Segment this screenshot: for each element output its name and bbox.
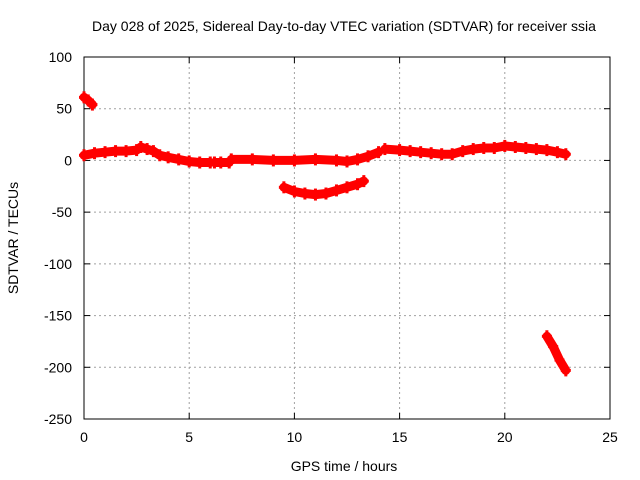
data-point: [142, 143, 153, 156]
data-point: [415, 146, 426, 159]
data-point: [352, 153, 363, 166]
data-point: [560, 148, 571, 161]
y-tick-label: -50: [52, 204, 72, 220]
y-tick-label: -100: [44, 256, 72, 272]
data-point: [135, 140, 146, 153]
data-point: [194, 156, 205, 169]
data-point: [541, 144, 552, 157]
y-tick-label: -250: [44, 411, 72, 427]
data-point: [310, 153, 321, 166]
data-point: [299, 187, 310, 200]
data-point: [310, 188, 321, 201]
data-point: [499, 139, 510, 152]
data-point: [79, 149, 89, 162]
x-tick-label: 0: [80, 429, 88, 445]
plot-frame: [83, 56, 611, 420]
data-point: [268, 154, 279, 167]
x-tick-label: 20: [497, 429, 513, 445]
data-point: [457, 145, 468, 158]
data-point: [468, 143, 479, 156]
x-tick-label: 15: [392, 429, 408, 445]
data-point: [331, 184, 342, 197]
data-point: [394, 144, 405, 157]
data-point: [89, 147, 100, 160]
data-point: [110, 145, 121, 158]
series-layer: [79, 91, 571, 377]
data-point: [184, 155, 195, 168]
y-axis-label: SDTVAR / TECUs: [5, 182, 21, 294]
data-point: [154, 149, 165, 162]
data-point: [478, 142, 489, 155]
y-tick-label: -150: [44, 308, 72, 324]
data-point: [173, 153, 184, 166]
x-tick-label: 10: [287, 429, 303, 445]
data-point: [489, 142, 500, 155]
data-point: [247, 153, 258, 166]
series-segment-7: [542, 331, 571, 375]
data-point: [289, 154, 300, 167]
data-point: [560, 364, 571, 377]
data-point: [100, 146, 111, 159]
x-axis-label: GPS time / hours: [291, 458, 398, 474]
data-point: [510, 140, 521, 153]
data-point: [352, 178, 363, 191]
data-point: [121, 145, 132, 158]
data-point: [363, 150, 374, 163]
data-point: [447, 148, 458, 161]
x-tick-label: 25: [602, 429, 618, 445]
data-point: [548, 340, 559, 353]
data-point: [215, 156, 226, 169]
data-point: [531, 143, 542, 156]
data-point: [520, 142, 531, 155]
chart-title: Day 028 of 2025, Sidereal Day-to-day VTE…: [92, 18, 596, 34]
y-tick-label: 50: [56, 101, 72, 117]
data-point: [342, 155, 352, 168]
data-point: [87, 98, 98, 111]
series-segment-4: [226, 147, 384, 166]
data-point: [405, 145, 416, 158]
y-tick-label: 0: [64, 152, 72, 168]
data-point: [358, 175, 369, 188]
data-point: [379, 143, 390, 156]
data-point: [226, 153, 237, 166]
data-point: [163, 151, 174, 164]
y-tick-label: 100: [49, 49, 73, 65]
data-point: [278, 181, 289, 194]
grid: [84, 57, 610, 419]
axis-ticks: 0 5 10 15 20 25 100 50 0 -50 -100 -150 -200 -250: [44, 49, 618, 445]
data-point: [148, 145, 159, 158]
data-point: [552, 146, 563, 159]
data-point: [436, 148, 447, 161]
data-point: [320, 187, 331, 200]
data-point: [331, 154, 342, 167]
data-point: [426, 147, 437, 160]
data-point: [541, 330, 552, 343]
data-point: [342, 181, 352, 194]
data-point: [554, 354, 565, 367]
y-tick-label: -200: [44, 359, 72, 375]
data-point: [289, 185, 300, 198]
x-tick-label: 5: [185, 429, 193, 445]
